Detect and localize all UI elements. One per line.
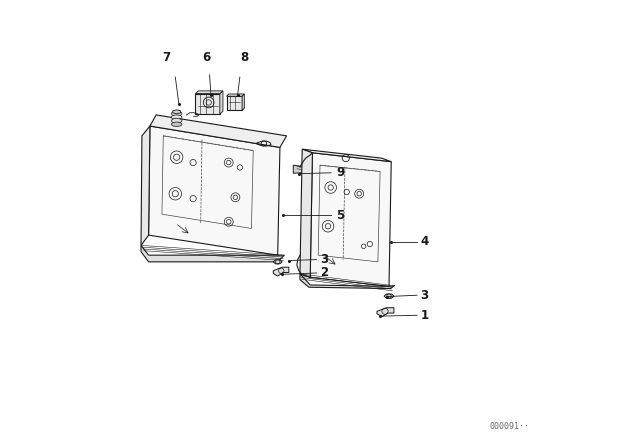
Polygon shape xyxy=(141,126,150,246)
Polygon shape xyxy=(377,308,394,317)
Text: 2: 2 xyxy=(321,267,328,280)
Polygon shape xyxy=(293,165,307,173)
Polygon shape xyxy=(172,118,182,123)
Text: 1: 1 xyxy=(420,309,429,322)
Polygon shape xyxy=(173,110,180,114)
Polygon shape xyxy=(195,91,223,94)
Polygon shape xyxy=(227,94,244,96)
Polygon shape xyxy=(242,94,244,111)
Text: 5: 5 xyxy=(336,209,344,222)
Polygon shape xyxy=(302,149,391,162)
Text: 000091··: 000091·· xyxy=(489,422,529,431)
Polygon shape xyxy=(172,122,182,126)
Text: 7: 7 xyxy=(163,51,170,64)
Polygon shape xyxy=(300,149,312,277)
Polygon shape xyxy=(227,96,242,111)
Polygon shape xyxy=(172,115,182,119)
Text: 3: 3 xyxy=(420,289,429,302)
Polygon shape xyxy=(300,274,395,289)
Text: 9: 9 xyxy=(336,166,344,179)
Polygon shape xyxy=(150,115,287,147)
Text: 8: 8 xyxy=(240,51,248,64)
Polygon shape xyxy=(310,153,391,286)
Polygon shape xyxy=(273,267,289,276)
Text: 4: 4 xyxy=(420,235,429,248)
Polygon shape xyxy=(148,126,280,255)
Text: 6: 6 xyxy=(202,51,211,64)
Polygon shape xyxy=(220,91,223,114)
Polygon shape xyxy=(195,94,220,114)
Polygon shape xyxy=(273,260,282,264)
Polygon shape xyxy=(141,246,284,262)
Text: 3: 3 xyxy=(321,253,328,266)
Polygon shape xyxy=(172,112,182,116)
Polygon shape xyxy=(384,294,394,298)
